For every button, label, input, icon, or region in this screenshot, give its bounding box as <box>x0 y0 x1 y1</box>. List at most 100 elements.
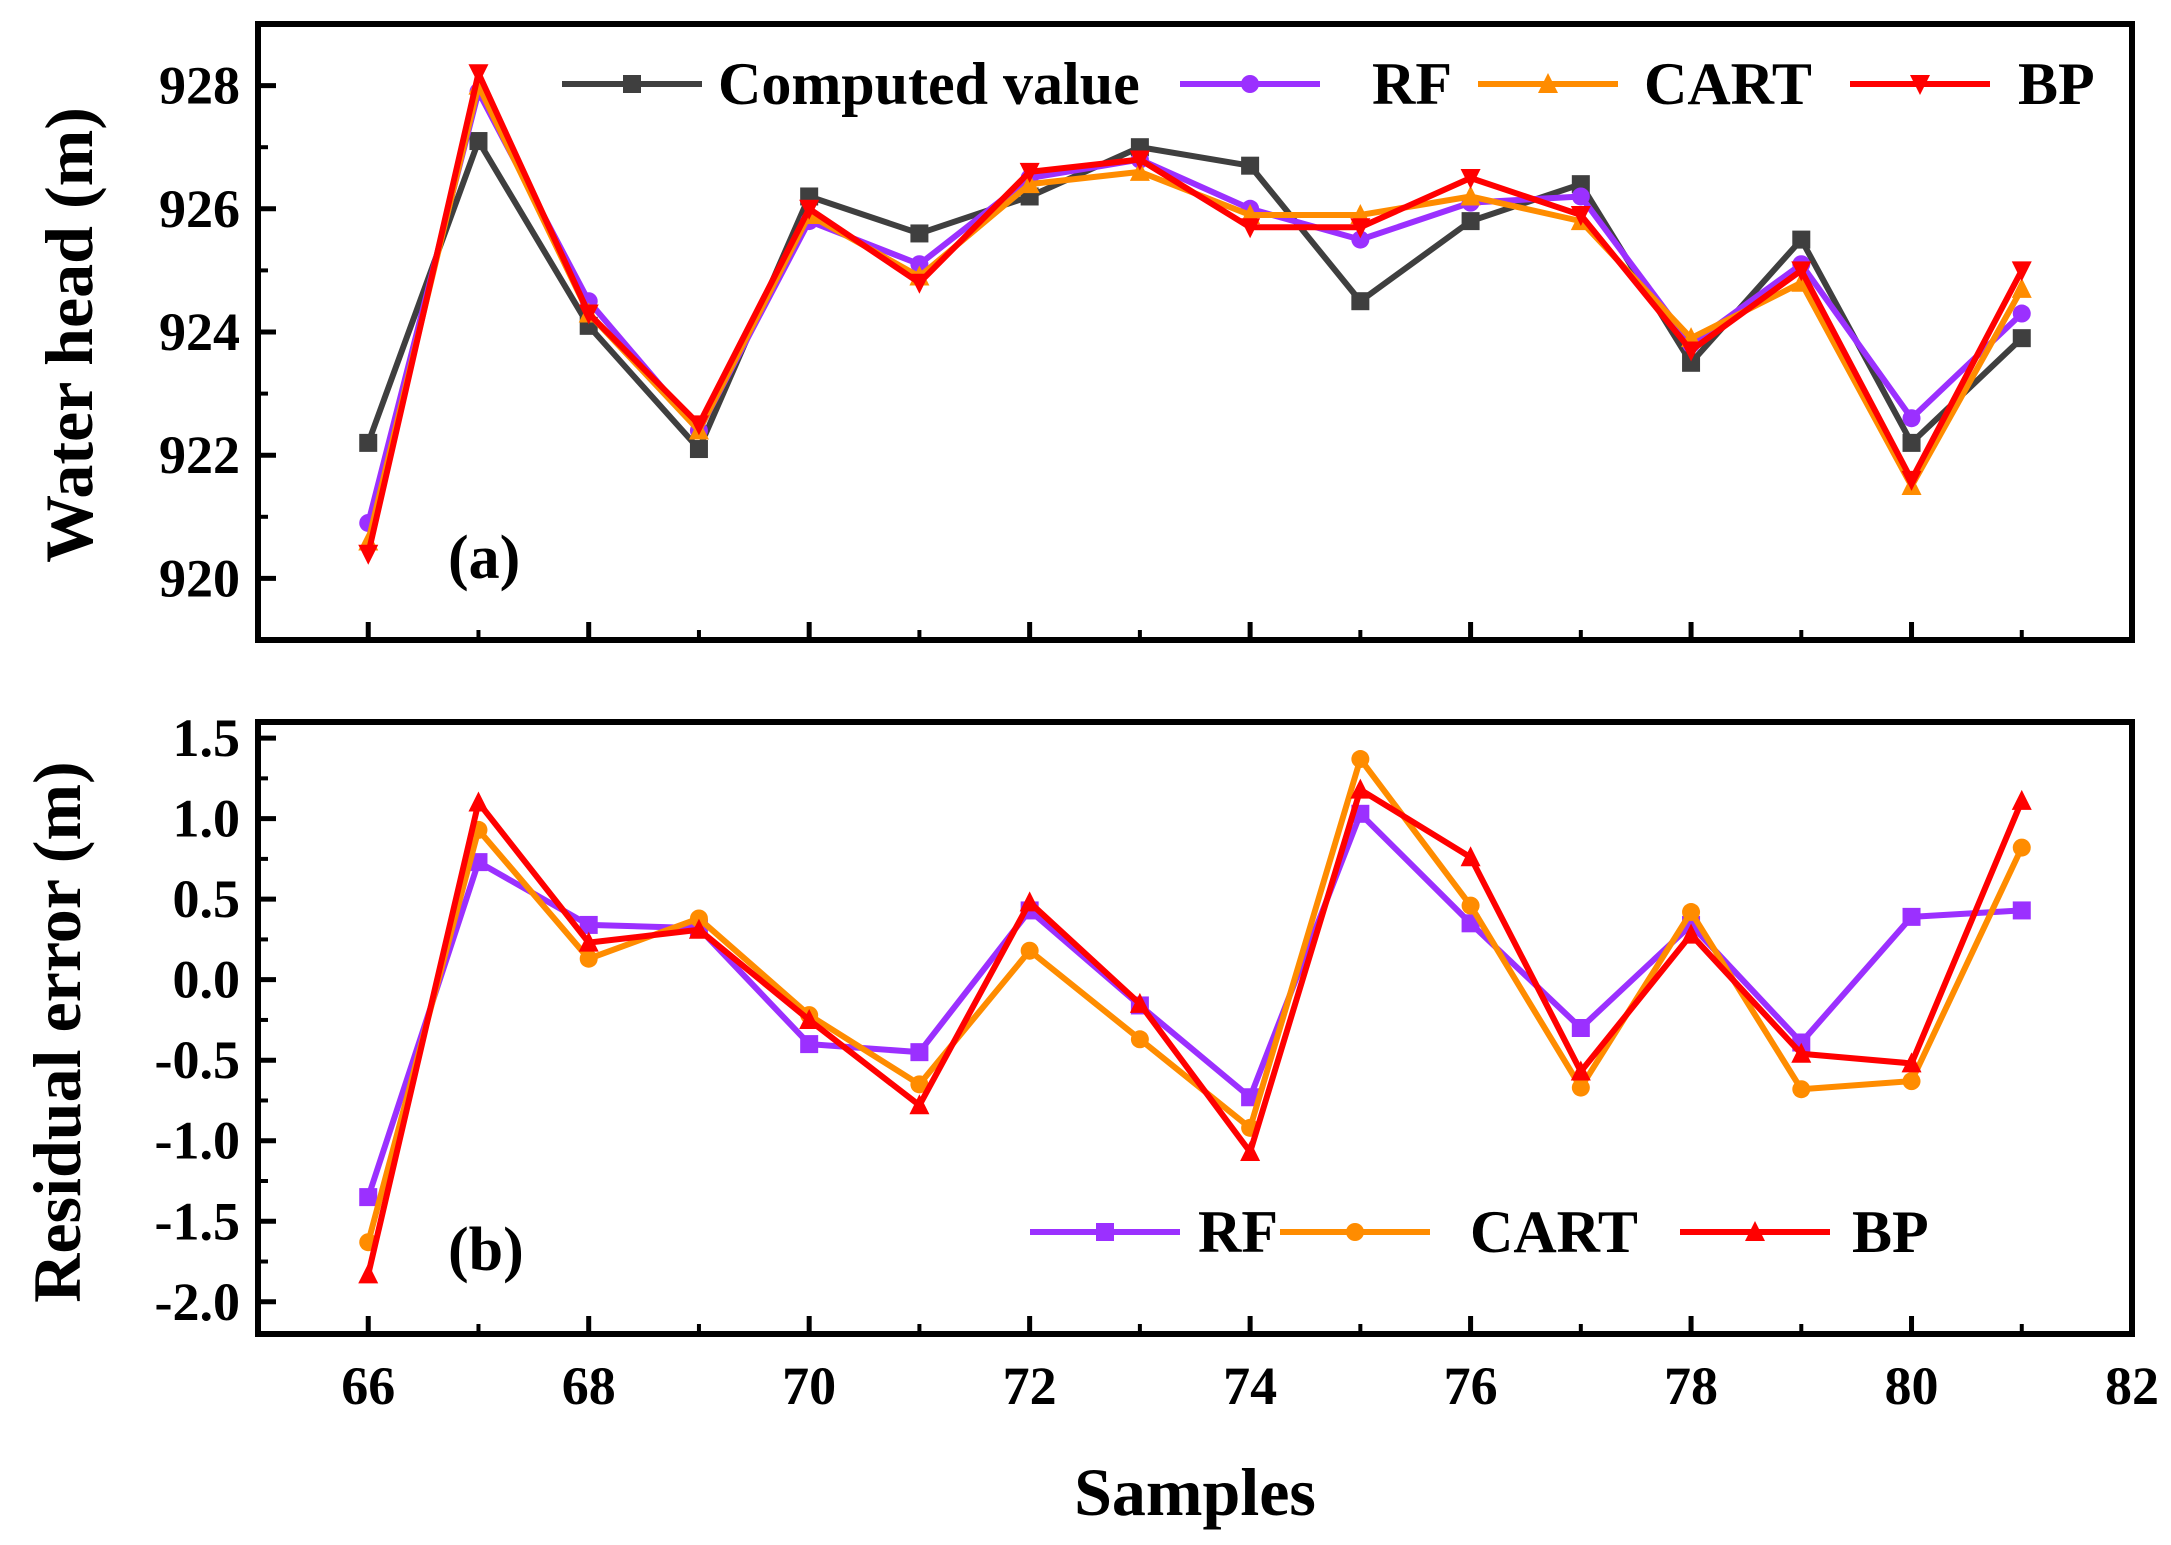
series-line-cart <box>365 756 2025 1243</box>
y-tick-label: 922 <box>159 425 240 485</box>
y-tick-label: -1.5 <box>155 1191 240 1251</box>
data-point-computed-value <box>1351 292 1370 311</box>
data-point-computed-value <box>469 132 488 151</box>
series-bp <box>358 64 2032 565</box>
legend-item-cart: CART <box>1478 51 1812 117</box>
data-point-cart <box>1460 185 1481 206</box>
series-rf <box>359 82 2031 532</box>
x-tick-label: 72 <box>1003 1356 1057 1416</box>
data-point-cart <box>1682 903 1701 922</box>
data-point-bp <box>358 544 379 565</box>
data-point-rf <box>1241 1088 1260 1107</box>
legend-item-bp: BP <box>1680 1199 1929 1265</box>
y-tick-label: 920 <box>159 548 240 608</box>
data-point-bp <box>1791 261 1812 282</box>
data-point-bp <box>1129 992 1150 1013</box>
data-point-cart <box>2012 838 2031 857</box>
y-tick-label: 926 <box>159 179 240 239</box>
data-point-bp <box>1901 1052 1922 1073</box>
data-point-bp <box>799 1008 820 1029</box>
legend-item-bp: BP <box>1850 51 2095 117</box>
y-tick-label: -0.5 <box>155 1030 240 1090</box>
data-point-bp <box>1240 218 1261 239</box>
panel-b-series <box>358 750 2032 1284</box>
x-tick-label: 78 <box>1664 1356 1718 1416</box>
data-point-rf <box>910 1043 929 1062</box>
x-tick-label: 68 <box>562 1356 616 1416</box>
data-point-rf <box>800 1035 819 1054</box>
legend-item-cart: CART <box>1280 1199 1638 1265</box>
data-point-computed-value <box>910 224 929 243</box>
legend-item-computed-value: Computed value <box>562 51 1140 117</box>
data-point-rf <box>1902 907 1921 926</box>
data-point-bp <box>1350 778 1371 799</box>
legend-item-rf: RF <box>1180 51 1452 117</box>
data-point-cart <box>1571 1078 1590 1097</box>
data-point-bp <box>1570 205 1591 226</box>
data-point-rf <box>2012 304 2031 323</box>
data-point-bp <box>1681 923 1702 944</box>
data-point-cart <box>1902 1072 1921 1091</box>
legend-label-cart: CART <box>1644 51 1812 117</box>
legend-label-bp: BP <box>2018 51 2095 117</box>
panel-b: -2.0 -1.5 -1.0 -0.5 0.0 0.5 1.0 1.5 66 68 70 72 74 7… <box>19 708 2159 1530</box>
y-tick-label: -2.0 <box>155 1272 240 1332</box>
x-tick-label: 74 <box>1223 1356 1277 1416</box>
data-point-bp <box>688 415 709 436</box>
data-point-bp <box>2011 261 2032 282</box>
panel-a-ylabel: Water head (m) <box>31 107 107 563</box>
y-tick-label: 924 <box>159 302 240 362</box>
data-point-bp <box>468 791 489 812</box>
panel-a: 920 922 924 926 928 (a) Water head (m) Compu… <box>31 21 2135 643</box>
data-point-cart <box>1020 941 1039 960</box>
panel-a-legend: Computed value RF CART BP <box>562 51 2095 117</box>
data-point-rf <box>910 255 929 274</box>
series-cart <box>358 74 2032 551</box>
data-point-cart <box>1130 1030 1149 1049</box>
panel-b-label: (b) <box>448 1216 524 1284</box>
panel-b-legend: RF CART BP <box>1030 1199 1929 1265</box>
data-point-computed-value <box>1571 175 1590 194</box>
data-point-bp <box>688 918 709 939</box>
data-point-cart <box>1791 271 1812 292</box>
y-tick-label: -1.0 <box>155 1111 240 1171</box>
y-tick-label: 1.0 <box>173 789 241 849</box>
y-tick-label: 0.5 <box>173 869 241 929</box>
data-point-computed-value <box>689 440 708 459</box>
data-point-bp <box>1240 1141 1261 1162</box>
legend-item-rf: RF <box>1030 1199 1278 1265</box>
data-point-bp <box>1460 169 1481 189</box>
legend-label-cart: CART <box>1470 1199 1638 1265</box>
data-point-computed-value <box>359 433 378 452</box>
data-point-bp <box>578 931 599 952</box>
data-point-bp <box>1019 891 1040 912</box>
legend-marker-rf <box>1241 75 1259 93</box>
data-point-rf <box>1351 230 1370 249</box>
data-point-bp <box>1681 341 1702 362</box>
legend-marker-rf <box>1096 1223 1114 1241</box>
data-point-cart <box>1129 160 1150 181</box>
legend-label-computed-value: Computed value <box>718 51 1140 117</box>
y-tick-label: 1.5 <box>173 708 241 768</box>
data-point-rf <box>1571 187 1590 206</box>
data-point-bp <box>1901 470 1922 491</box>
data-point-rf <box>359 1188 378 1207</box>
data-point-cart <box>2011 277 2032 298</box>
data-point-rf <box>2012 901 2031 920</box>
x-tick-label: 82 <box>2105 1356 2159 1416</box>
panel-a-series <box>358 64 2032 565</box>
y-tick-label: 0.0 <box>173 950 241 1010</box>
panel-a-yticks: 920 922 924 926 928 <box>159 56 2135 640</box>
data-point-computed-value <box>1902 433 1921 452</box>
panel-b-yticks: -2.0 -1.5 -1.0 -0.5 0.0 0.5 1.0 1.5 <box>155 708 276 1332</box>
x-tick-label: 76 <box>1444 1356 1498 1416</box>
data-point-bp <box>1019 162 1040 183</box>
legend-marker-cart <box>1538 73 1558 93</box>
series-rf <box>359 804 2031 1207</box>
data-point-bp <box>1791 1042 1812 1063</box>
panel-b-frame <box>255 719 2135 1337</box>
data-point-rf <box>579 915 598 934</box>
data-point-computed-value <box>1241 156 1260 175</box>
data-point-bp <box>1129 150 1150 171</box>
